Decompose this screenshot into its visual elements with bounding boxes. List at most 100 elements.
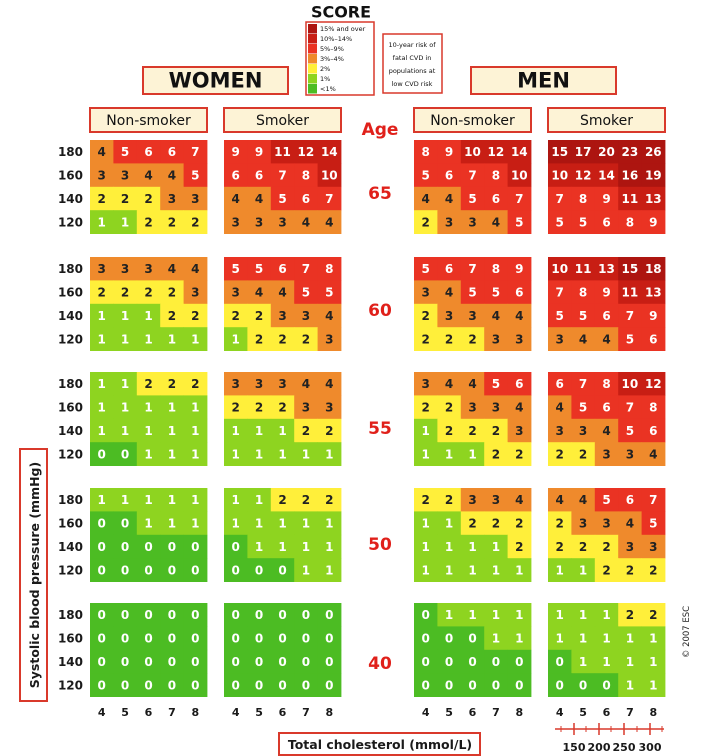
risk-cell <box>317 626 342 651</box>
risk-value: 14 <box>511 145 528 159</box>
risk-cell <box>460 673 485 697</box>
risk-value: 3 <box>422 286 430 300</box>
risk-cell <box>507 649 532 674</box>
risk-value: 1 <box>278 447 286 461</box>
risk-value: 3 <box>468 493 476 507</box>
bp-tick-label: 120 <box>58 678 83 692</box>
risk-value: 0 <box>445 678 453 692</box>
risk-value: 2 <box>325 493 333 507</box>
risk-cell <box>270 257 295 281</box>
risk-value: 2 <box>191 215 199 229</box>
risk-value: 0 <box>278 608 286 622</box>
risk-cell <box>437 163 462 188</box>
risk-cell <box>294 303 318 328</box>
cholesterol-tick-label: 7 <box>492 706 500 719</box>
risk-cell <box>294 395 318 420</box>
risk-value: 2 <box>144 215 152 229</box>
risk-cell <box>90 558 114 582</box>
risk-cell <box>160 280 184 305</box>
risk-cell <box>414 649 438 674</box>
risk-cell <box>437 488 462 512</box>
risk-value: 0 <box>98 447 106 461</box>
risk-cell <box>548 163 572 188</box>
risk-value: 4 <box>445 192 453 206</box>
risk-value: 14 <box>598 169 615 183</box>
risk-cell <box>183 603 208 627</box>
risk-value: 1 <box>191 447 199 461</box>
risk-cell <box>294 140 318 164</box>
risk-cell <box>224 372 248 396</box>
risk-cell <box>548 511 572 536</box>
risk-value: 5 <box>579 401 587 415</box>
risk-cell <box>90 603 114 627</box>
risk-cell <box>641 163 666 188</box>
risk-value: 2 <box>649 608 657 622</box>
risk-value: 0 <box>232 632 240 646</box>
risk-value: 0 <box>278 678 286 692</box>
risk-cell <box>224 418 248 443</box>
risk-cell <box>247 280 272 305</box>
risk-value: 0 <box>121 608 129 622</box>
y-axis-label: Systolic blood pressure (mmHg) <box>27 462 42 688</box>
chart-title: SCORE <box>311 3 371 22</box>
risk-value: 7 <box>649 493 657 507</box>
risk-value: 4 <box>602 332 610 346</box>
risk-cell <box>247 186 272 211</box>
cholesterol-tick-label: 5 <box>255 706 263 719</box>
risk-cell <box>641 673 666 697</box>
risk-value: 3 <box>232 377 240 391</box>
risk-value: 1 <box>98 309 106 323</box>
risk-cell <box>160 534 184 559</box>
risk-value: 2 <box>232 309 240 323</box>
risk-value: 1 <box>579 632 587 646</box>
risk-value: 2 <box>144 192 152 206</box>
risk-cell <box>484 210 508 234</box>
bp-tick-label: 120 <box>58 332 83 346</box>
risk-value: 0 <box>98 678 106 692</box>
risk-cell <box>90 372 114 396</box>
risk-value: 0 <box>515 678 523 692</box>
risk-cell <box>484 418 508 443</box>
risk-value: 2 <box>191 377 199 391</box>
risk-value: 3 <box>302 401 310 415</box>
risk-value: 6 <box>445 169 453 183</box>
risk-value: 18 <box>645 262 662 276</box>
risk-cell <box>507 303 532 328</box>
risk-value: 0 <box>325 632 333 646</box>
risk-cell <box>641 488 666 512</box>
risk-cell <box>548 395 572 420</box>
risk-cell <box>270 280 295 305</box>
risk-cell <box>571 186 596 211</box>
risk-value: 3 <box>278 377 286 391</box>
risk-value: 0 <box>168 540 176 554</box>
risk-cell <box>247 372 272 396</box>
risk-value: 0 <box>191 655 199 669</box>
risk-value: 2 <box>255 332 263 346</box>
risk-value: 13 <box>645 192 662 206</box>
risk-value: 1 <box>98 377 106 391</box>
risk-value: 1 <box>602 608 610 622</box>
risk-cell <box>460 372 485 396</box>
risk-cell <box>618 511 642 536</box>
risk-cell <box>136 603 161 627</box>
risk-value: 3 <box>579 424 587 438</box>
risk-value: 1 <box>144 309 152 323</box>
risk-cell <box>437 327 462 351</box>
risk-cell <box>224 327 248 351</box>
risk-value: 4 <box>492 215 500 229</box>
risk-cell <box>294 511 318 536</box>
risk-cell <box>294 280 318 305</box>
risk-cell <box>594 257 619 281</box>
risk-value: 0 <box>144 632 152 646</box>
risk-cell <box>183 649 208 674</box>
risk-cell <box>484 649 508 674</box>
risk-value: 23 <box>622 145 639 159</box>
risk-cell <box>294 673 318 697</box>
risk-value: 1 <box>255 447 263 461</box>
risk-value: 3 <box>255 377 263 391</box>
risk-cell <box>247 649 272 674</box>
risk-value: 1 <box>325 563 333 577</box>
risk-cell <box>247 534 272 559</box>
risk-cell <box>183 395 208 420</box>
risk-value: 1 <box>121 401 129 415</box>
